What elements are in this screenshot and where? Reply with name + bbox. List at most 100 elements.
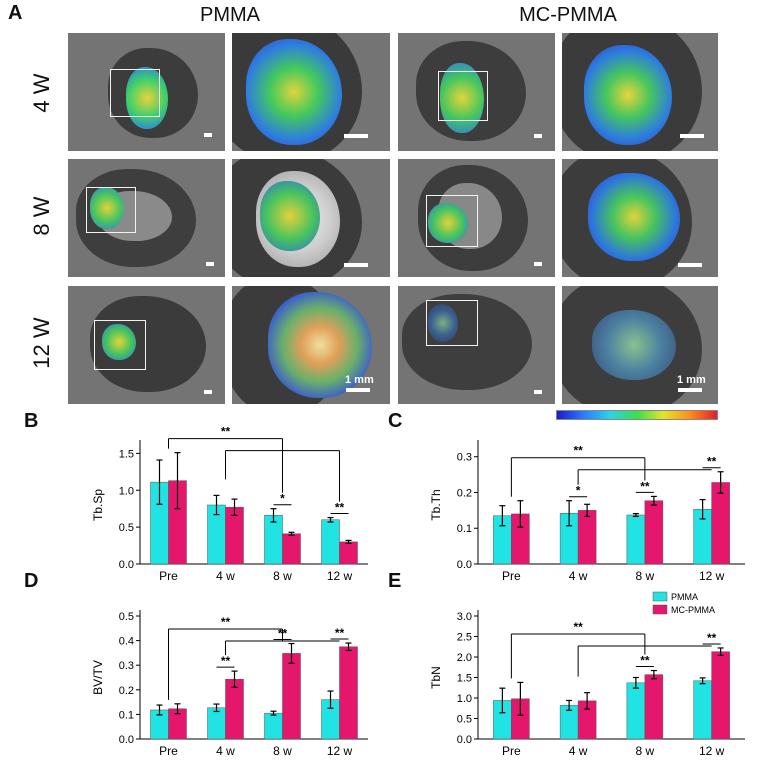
microct-pmma-8w-overview <box>68 159 225 277</box>
bar-mc-pmma <box>339 646 358 740</box>
color-scale-bar <box>556 410 718 420</box>
y-tick-label: 0.5 <box>119 611 134 623</box>
chart-b: 0.0 0.5 1.0 1.5 Tb.Sp Pre 4 w 8 w * 12 w ** ** <box>91 425 368 583</box>
group-sig-marker: ** <box>221 615 231 629</box>
y-tick-label: 0.0 <box>457 559 472 571</box>
y-tick-label: 0.5 <box>457 714 472 726</box>
y-tick-label: 0.5 <box>119 522 134 534</box>
microct-pmma-4w-overview <box>68 33 225 151</box>
microct-mc-pmma-8w-zoom <box>562 159 718 277</box>
legend-label: MC-PMMA <box>671 605 715 615</box>
y-tick-label: 0.1 <box>119 709 134 721</box>
bar-mc-pmma <box>644 674 664 740</box>
bar-pmma <box>693 680 712 740</box>
bar-mc-pmma <box>644 500 664 565</box>
microct-pmma-12w-zoom: 1 mm <box>232 286 390 404</box>
panel-letter-d: D <box>24 570 39 592</box>
panel-letter-e: E <box>388 570 402 592</box>
bar-mc-pmma <box>282 533 301 565</box>
x-tick-label: Pre <box>502 744 521 758</box>
x-tick-label: 4 w <box>216 744 235 758</box>
bar-mc-pmma <box>711 651 730 740</box>
sig-marker: * <box>576 484 581 498</box>
sig-marker: ** <box>707 631 717 645</box>
sig-marker: ** <box>335 626 345 640</box>
legend-swatch <box>652 604 668 615</box>
group-sig-marker: ** <box>573 620 583 634</box>
bar-mc-pmma <box>577 510 597 565</box>
x-tick-label: 4 w <box>569 744 588 758</box>
panel-letter-a: A <box>8 2 23 24</box>
x-tick-label: 4 w <box>569 569 588 583</box>
y-tick-label: 0.0 <box>457 734 472 746</box>
scale-bar-label: 1 mm <box>345 374 374 386</box>
bar-pmma <box>264 515 283 565</box>
bar-pmma <box>207 707 226 740</box>
x-tick-label: 12 w <box>699 744 725 758</box>
bar-mc-pmma <box>711 482 730 565</box>
row-label-4w: 4 W <box>29 73 54 113</box>
chart-c: 0.0 0.1 0.2 0.3 Tb.Th Pre 4 w * 8 w ** 12 w ** ** <box>429 440 745 583</box>
x-tick-label: 8 w <box>636 569 655 583</box>
chart-d: 0.0 0.1 0.2 0.3 0.4 0.5 BV/TV Pre 4 w ** 8 w ** 12 w… <box>91 610 368 758</box>
x-tick-label: 4 w <box>216 569 235 583</box>
sig-marker: ** <box>221 654 231 668</box>
y-tick-label: 0.1 <box>457 523 472 535</box>
y-tick-label: 0.4 <box>119 636 134 648</box>
bar-pmma <box>321 519 340 565</box>
sig-marker: ** <box>640 654 650 668</box>
legend-label: PMMA <box>671 592 698 602</box>
legend-swatch <box>652 591 668 602</box>
x-tick-label: Pre <box>502 569 521 583</box>
column-title-mc-pmma: MC-PMMA <box>519 4 617 26</box>
y-tick-label: 0.2 <box>457 487 472 499</box>
x-tick-label: 12 w <box>327 569 353 583</box>
microct-mc-pmma-12w-zoom: 1 mm <box>562 286 718 404</box>
y-tick-label: 1.0 <box>457 693 472 705</box>
bar-mc-pmma <box>225 678 244 740</box>
row-label-8w: 8 W <box>29 196 54 236</box>
y-tick-label: 0.3 <box>119 660 134 672</box>
y-tick-label: 2.5 <box>457 632 472 644</box>
y-tick-label: 1.5 <box>457 673 472 685</box>
microct-mc-pmma-4w-zoom <box>562 33 718 151</box>
y-tick-label: 2.0 <box>457 652 472 664</box>
sig-marker: ** <box>707 455 717 469</box>
scale-bar-label: 1 mm <box>677 374 706 386</box>
panel-letter-c: C <box>388 410 403 432</box>
y-tick-label: 3.0 <box>457 611 472 623</box>
group-sig-marker: ** <box>573 444 583 458</box>
microct-pmma-12w-overview <box>68 286 225 404</box>
x-tick-label: 8 w <box>273 744 292 758</box>
y-tick-label: 0.2 <box>119 685 134 697</box>
microct-mc-pmma-8w-overview <box>398 159 555 277</box>
x-tick-label: 12 w <box>699 569 725 583</box>
y-axis-label: TbN <box>429 666 443 689</box>
sig-marker: * <box>280 492 285 506</box>
row-label-12w: 12 W <box>29 317 54 369</box>
y-tick-label: 1.0 <box>119 485 134 497</box>
chart-e: 0.0 0.5 1.0 1.5 2.0 2.5 3.0 TbN Pre 4 w 8 w ** 12 w *… <box>429 591 745 758</box>
microct-pmma-4w-zoom <box>232 33 390 151</box>
group-sig-marker: ** <box>221 425 231 439</box>
microct-mc-pmma-4w-overview <box>398 33 555 151</box>
column-title-pmma: PMMA <box>200 4 260 26</box>
bar-mc-pmma <box>339 541 358 565</box>
bar-pmma <box>264 712 283 740</box>
bar-mc-pmma <box>282 653 301 740</box>
x-tick-label: 8 w <box>273 569 292 583</box>
y-tick-label: 0.3 <box>457 452 472 464</box>
y-axis-label: BV/TV <box>91 660 105 695</box>
y-axis-label: Tb.Sp <box>91 489 105 521</box>
bar-pmma <box>626 514 646 565</box>
y-tick-label: 1.5 <box>119 448 134 460</box>
bar-pmma <box>626 682 646 740</box>
x-tick-label: 12 w <box>327 744 353 758</box>
panel-letter-b: B <box>24 410 39 432</box>
y-tick-label: 0.0 <box>119 734 134 746</box>
x-tick-label: 8 w <box>636 744 655 758</box>
y-tick-label: 0.0 <box>119 559 134 571</box>
microct-pmma-8w-zoom <box>232 159 390 277</box>
y-axis-label: Tb.Th <box>429 489 443 520</box>
x-tick-label: Pre <box>159 569 178 583</box>
